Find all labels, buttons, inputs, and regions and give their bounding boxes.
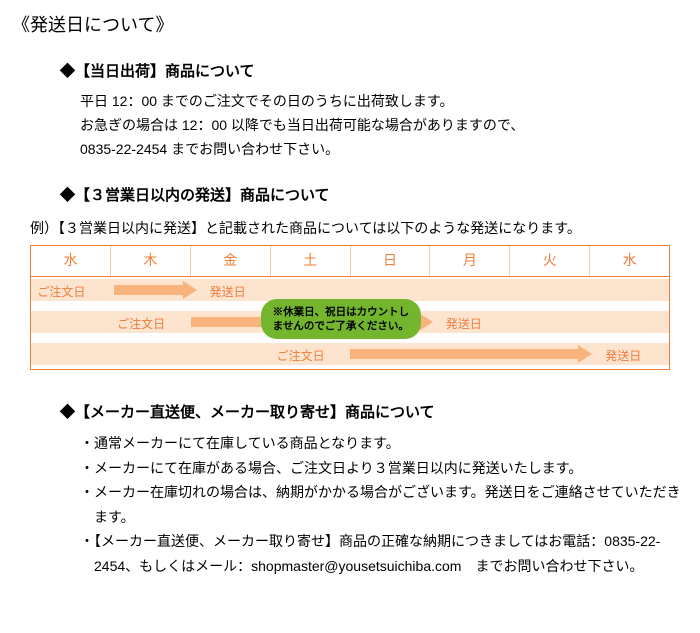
day-header-cell: 水 [31,246,111,276]
section3-heading: ◆【メーカー直送便、メーカー取り寄せ】商品について [80,400,688,426]
day-header-cell: 金 [191,246,271,276]
ship-day-label: 発送日 [210,282,246,302]
list-item: ・メーカーにて在庫がある場合、ご注文日より３営業日以内に発送いたします。 [94,456,688,481]
section1-line3: 0835-22-2454 までお問い合わせ下さい。 [80,138,688,162]
holiday-note-bubble: ※休業日、祝日はカウントしませんのでご了承ください。 [261,299,422,339]
day-header-cell: 月 [430,246,510,276]
ship-day-label: 発送日 [605,346,641,366]
page-title: 《発送日について》 [12,10,688,41]
day-header-cell: 日 [351,246,431,276]
section3-bullet-list: ・通常メーカーにて在庫している商品となります。・メーカーにて在庫がある場合、ご注… [80,431,688,578]
section-same-day: ◆【当日出荷】商品について 平日 12：00 までのご注文でその日のうちに出荷致… [60,59,688,162]
section1-line2: お急ぎの場合は 12：00 以降でも当日出荷可能な場合がありますので、 [80,114,688,138]
arrow-icon [350,345,592,363]
section1-line1: 平日 12：00 までのご注文でその日のうちに出荷致します。 [80,90,688,114]
day-header-row: 水木金土日月火水 [31,246,669,277]
order-day-label: ご注文日 [277,346,325,366]
day-header-cell: 水 [590,246,669,276]
timeline-body: ご注文日発送日ご注文日発送日ご注文日発送日※休業日、祝日はカウントしませんのでご… [31,277,669,369]
section2-heading: ◆【３営業日以内の発送】商品について [80,183,688,209]
note-line1: ※休業日、祝日はカウントし [273,306,410,318]
arrow-icon [114,281,197,299]
order-day-label: ご注文日 [117,314,165,334]
list-item: ・【メーカー直送便、メーカー取り寄せ】商品の正確な納期につきましてはお電話：08… [94,529,688,578]
section1-heading: ◆【当日出荷】商品について [80,59,688,85]
day-header-cell: 木 [111,246,191,276]
example-label: 例）【３営業日以内に発送】と記載された商品については以下のような発送になります。 [30,217,688,241]
list-item: ・通常メーカーにて在庫している商品となります。 [94,431,688,456]
shipping-timeline: 水木金土日月火水 ご注文日発送日ご注文日発送日ご注文日発送日※休業日、祝日はカウ… [30,245,670,370]
list-item: ・メーカー在庫切れの場合は、納期がかかる場合がございます。発送日をご連絡させてい… [94,480,688,529]
day-header-cell: 火 [510,246,590,276]
note-line2: ませんのでご了承ください。 [273,320,409,332]
section-3days: ◆【３営業日以内の発送】商品について [60,183,688,209]
order-day-label: ご注文日 [37,282,85,302]
ship-day-label: 発送日 [446,314,482,334]
day-header-cell: 土 [271,246,351,276]
section-maker-direct: ◆【メーカー直送便、メーカー取り寄せ】商品について ・通常メーカーにて在庫してい… [60,400,688,579]
